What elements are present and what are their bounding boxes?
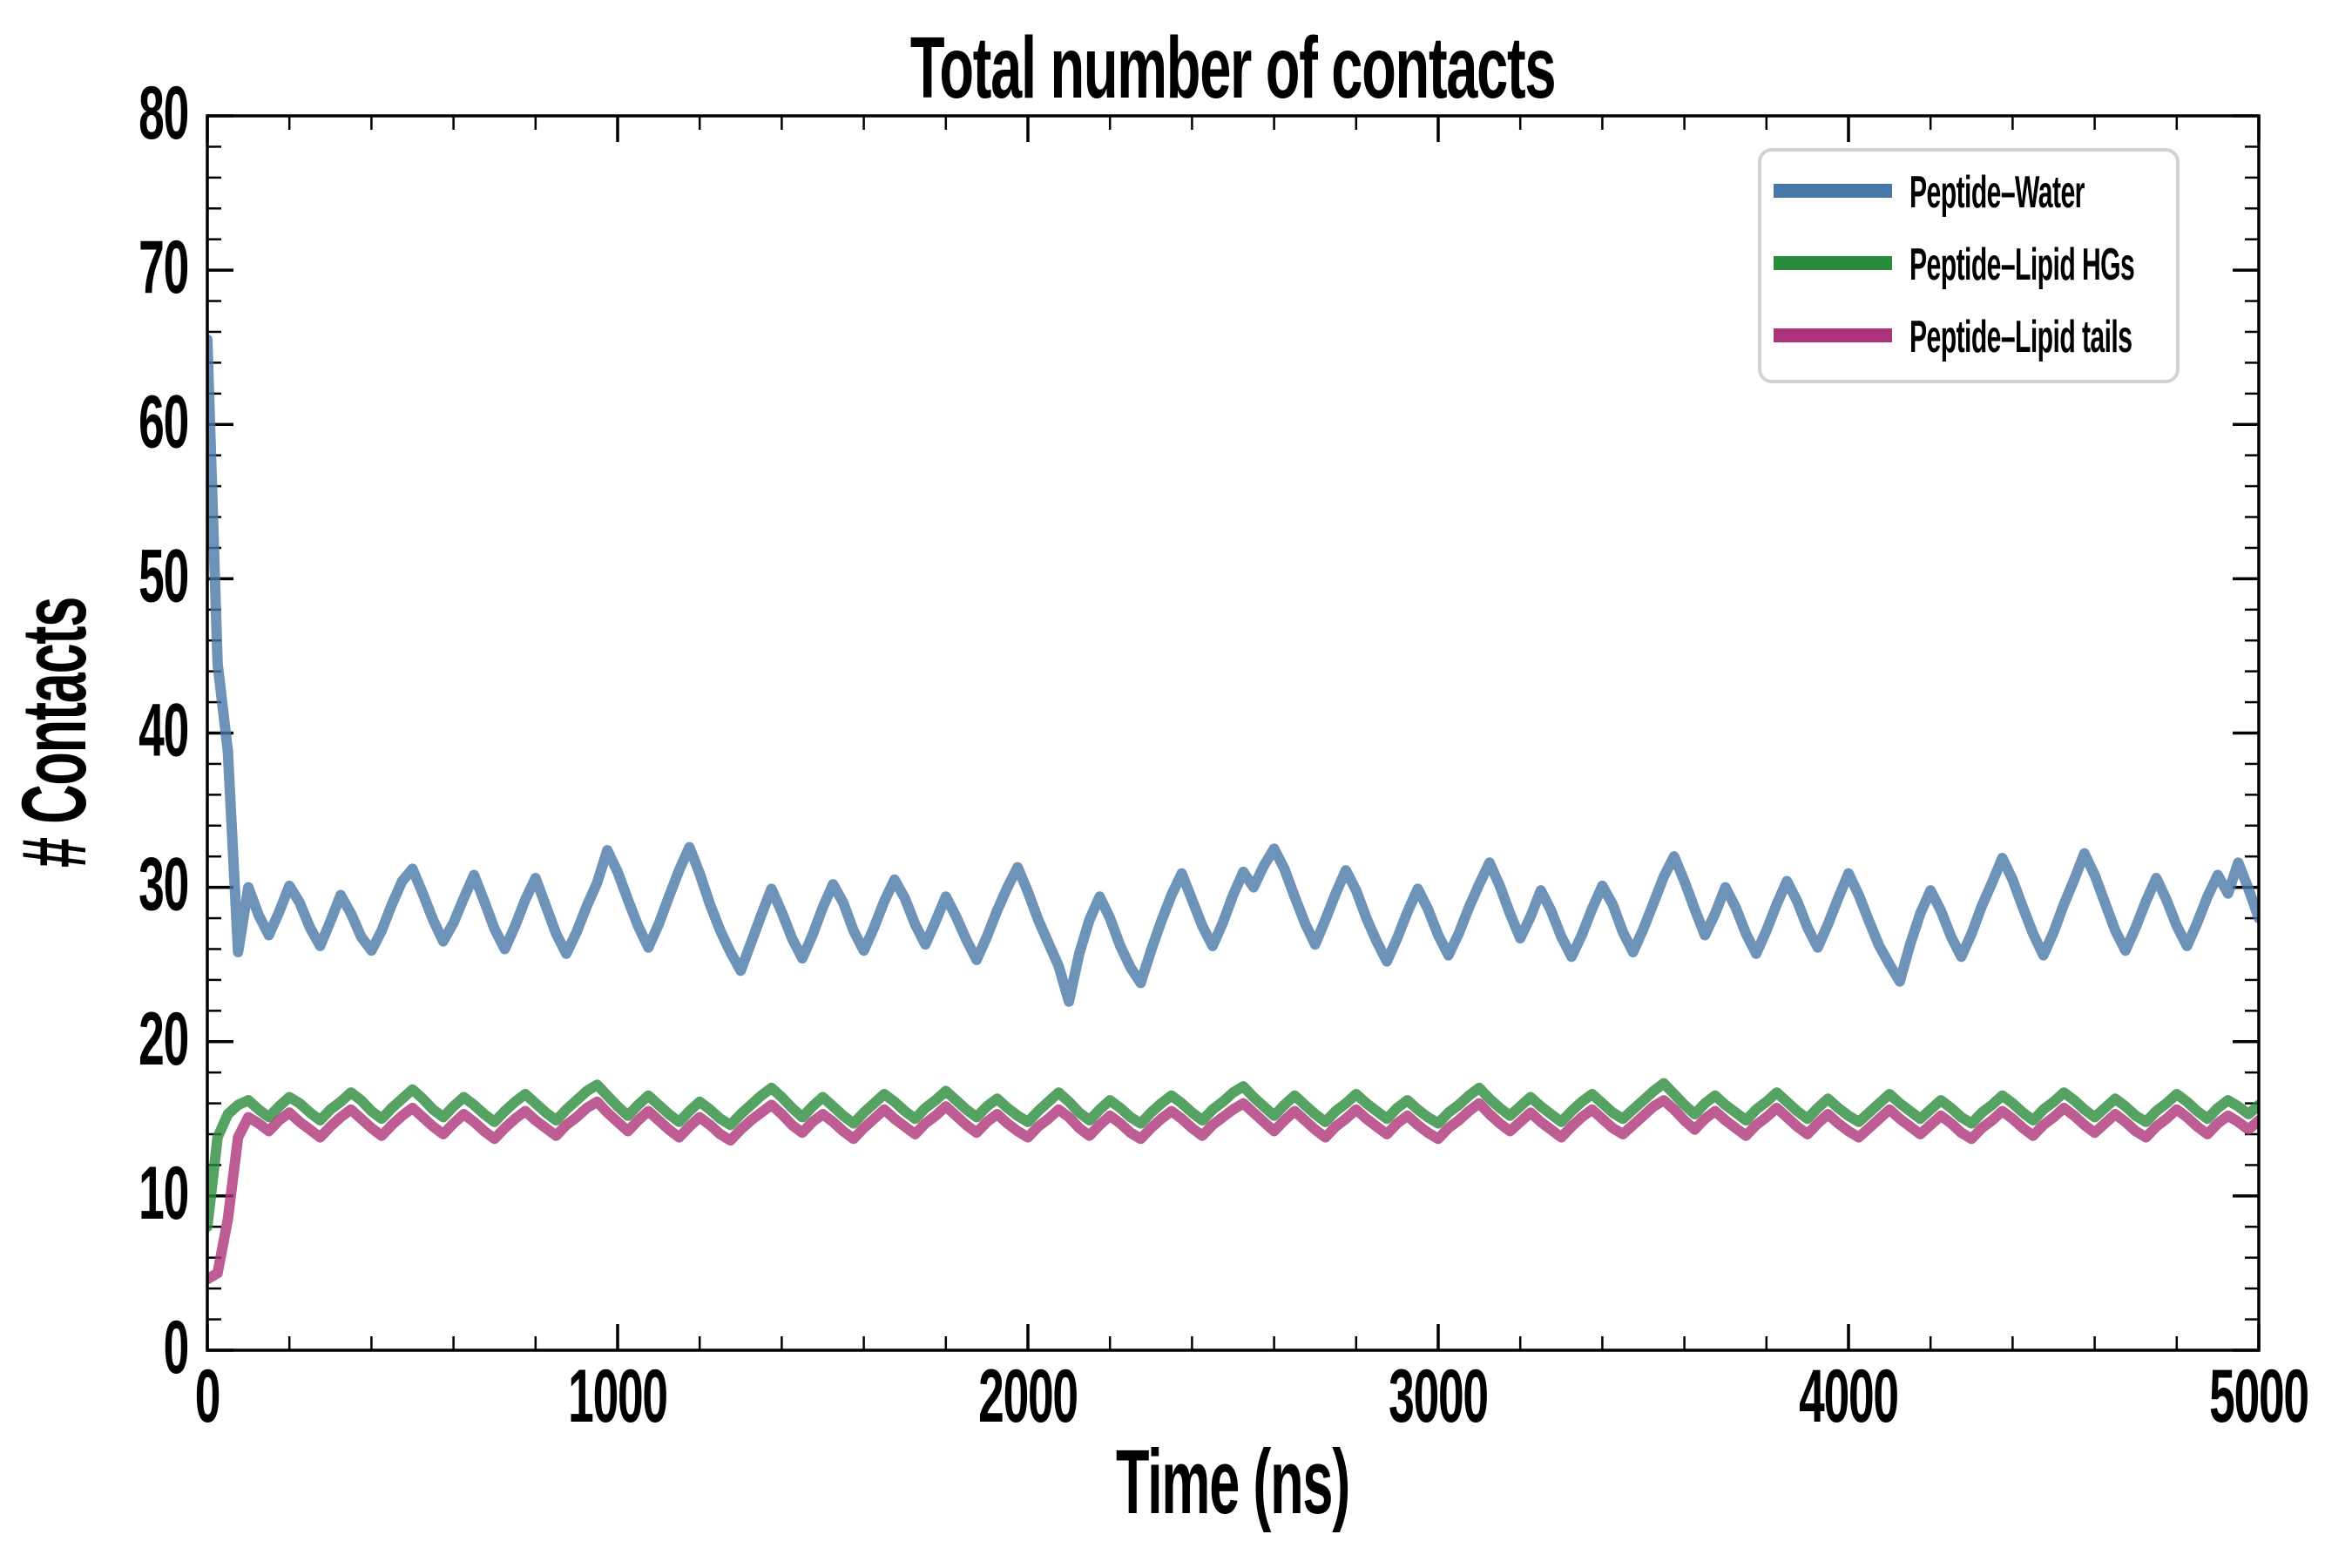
series-line-peptide-water [207, 334, 2259, 1007]
x-axis-label: Time (ns) [1116, 1432, 1349, 1533]
x-tick-label: 1000 [568, 1355, 667, 1438]
y-tick-label: 50 [139, 534, 188, 618]
legend-entry-peptide-lipid-tails: Peptide–Lipid tails [1774, 313, 2132, 362]
legend-label-peptide-water: Peptide–Water [1909, 168, 2085, 218]
series-group [207, 334, 2259, 1285]
y-tick-label: 30 [139, 843, 188, 927]
x-tick-label: 3000 [1389, 1355, 1488, 1438]
series-line-peptide-lipid-hgs [207, 1078, 2259, 1233]
y-tick-label: 40 [139, 689, 188, 773]
x-tick-label: 2000 [978, 1355, 1078, 1438]
y-tick-label: 70 [139, 226, 188, 309]
x-tick-label: 4000 [1799, 1355, 1898, 1438]
x-tick-label: 5000 [2209, 1355, 2308, 1438]
y-tick-label: 20 [139, 997, 188, 1081]
series-line-peptide-lipid-tails [207, 1095, 2259, 1285]
y-tick-label: 10 [139, 1152, 188, 1235]
legend-label-peptide-lipid-tails: Peptide–Lipid tails [1909, 313, 2132, 362]
y-tick-label: 80 [139, 71, 188, 155]
tick-labels: 0 1000 2000 3000 4000 5000 0 10 20 30 40 50 60 70 80 [139, 71, 2309, 1438]
chart-title: Total number of contacts [910, 19, 1555, 116]
x-tick-label: 0 [195, 1355, 220, 1438]
legend: Peptide–Water Peptide–Lipid HGs Peptide–… [1758, 148, 2180, 383]
legend-label-peptide-lipid-hgs: Peptide–Lipid HGs [1909, 240, 2134, 290]
y-tick-label: 60 [139, 380, 188, 463]
axes-spines [206, 114, 2261, 1352]
legend-entry-peptide-lipid-hgs: Peptide–Lipid HGs [1774, 240, 2135, 290]
y-tick-label: 0 [164, 1306, 188, 1389]
legend-box [1758, 148, 2180, 383]
legend-entry-peptide-water: Peptide–Water [1774, 168, 2085, 218]
y-axis-label: # Contacts [4, 598, 105, 868]
